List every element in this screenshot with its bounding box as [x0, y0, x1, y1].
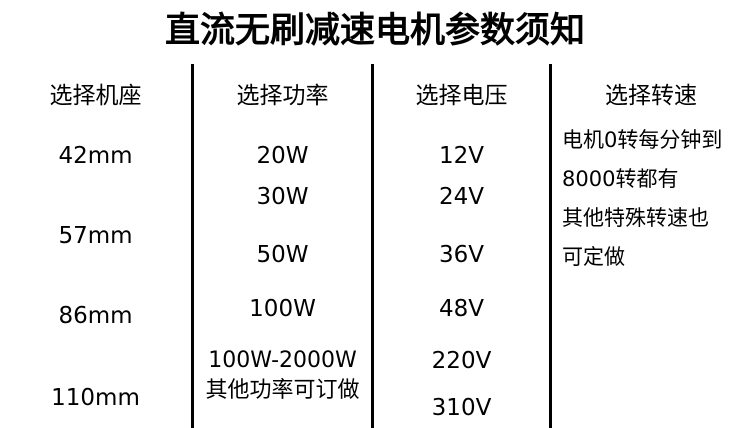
voltage-option: 220V [431, 348, 492, 374]
power-option: 50W [256, 242, 309, 268]
column-power: 选择功率 20W 30W 50W 100W 100W-2000W 其他功率可订做 [194, 64, 371, 428]
frame-size-option: 110mm [51, 385, 140, 411]
power-option: 30W [256, 184, 309, 210]
power-option: 20W [256, 143, 309, 169]
power-range: 100W-2000W [208, 348, 357, 373]
frame-size-option: 57mm [58, 223, 133, 249]
speed-note-line: 其他特殊转速也 [562, 206, 709, 230]
power-option: 100W [249, 296, 316, 322]
column-divider-2 [371, 64, 374, 428]
column-voltage: 选择电压 12V 24V 36V 48V 220V 310V [374, 64, 549, 428]
speed-note-line: 可定做 [562, 245, 625, 269]
speed-note-line: 8000转都有 [562, 167, 679, 191]
voltage-option: 310V [431, 395, 492, 421]
power-custom-note: 其他功率可订做 [205, 378, 360, 403]
column-speed: 选择转速 电机0转每分钟到 8000转都有 其他特殊转速也 可定做 [552, 64, 750, 428]
column-frame-size: 选择机座 42mm 57mm 86mm 110mm [0, 64, 191, 428]
speed-note-line: 电机0转每分钟到 [562, 128, 723, 152]
column-header-speed: 选择转速 [605, 83, 697, 109]
page-title: 直流无刷减速电机参数须知 [164, 11, 585, 51]
voltage-option: 48V [438, 296, 484, 322]
voltage-option: 36V [438, 242, 484, 268]
column-header-power: 选择功率 [236, 83, 329, 109]
column-divider-3 [549, 64, 552, 428]
voltage-option: 24V [438, 184, 484, 210]
column-header-voltage: 选择电压 [415, 83, 508, 109]
column-header-frame-size: 选择机座 [49, 83, 142, 109]
frame-size-option: 42mm [58, 143, 133, 169]
column-divider-1 [191, 64, 194, 428]
frame-size-option: 86mm [58, 303, 133, 329]
voltage-option: 12V [438, 143, 484, 169]
